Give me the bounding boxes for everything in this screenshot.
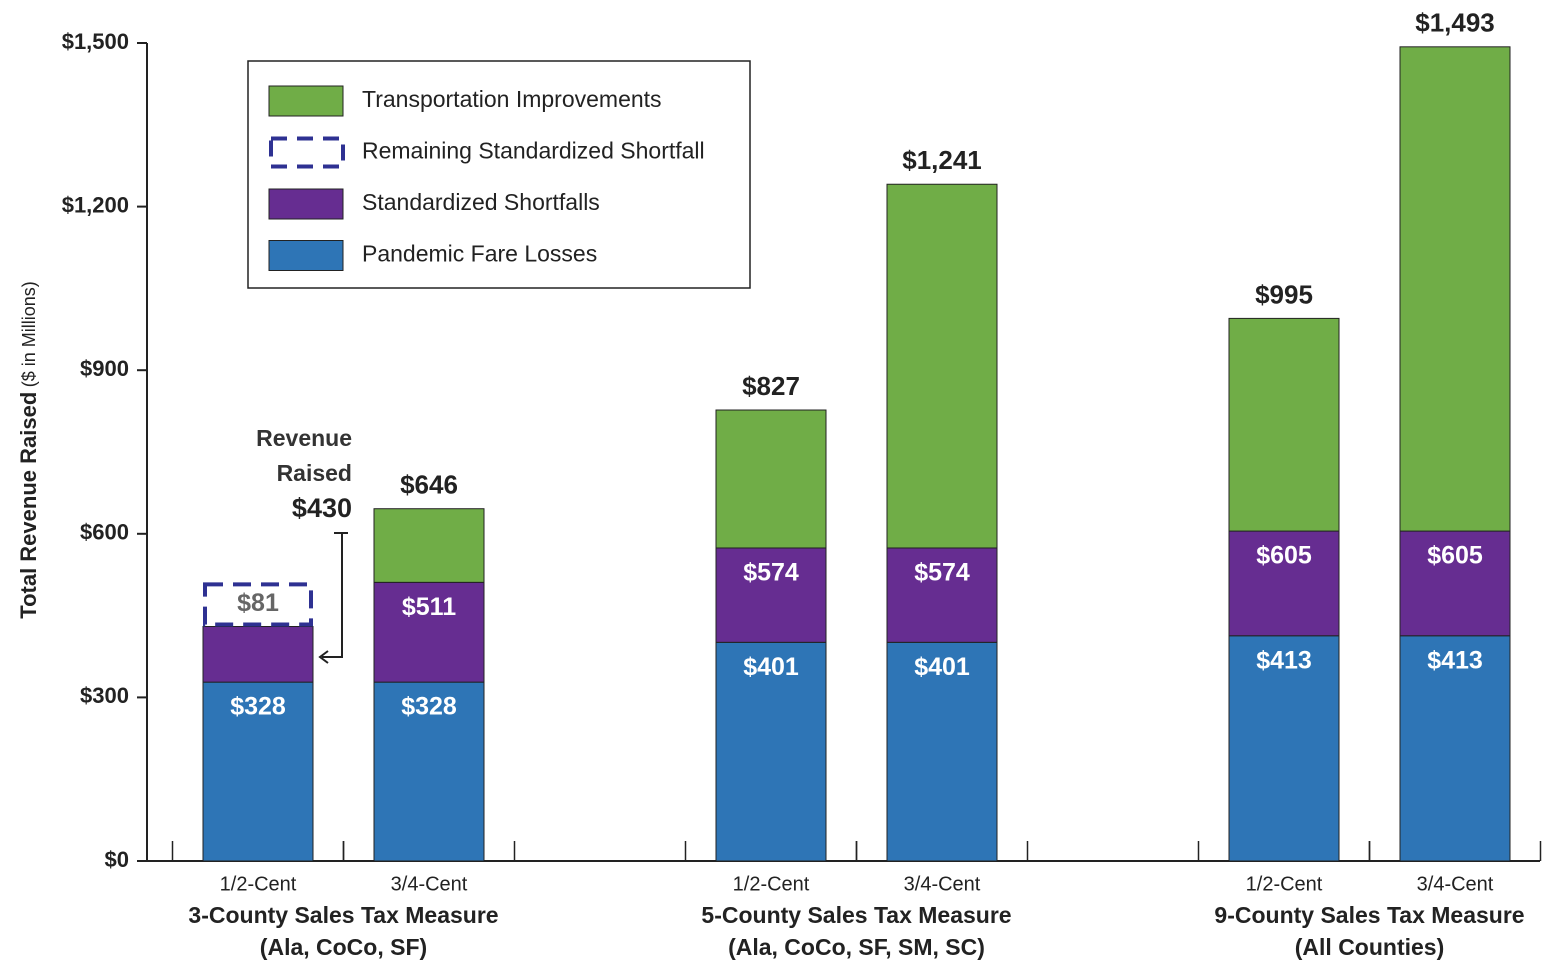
group-label: 5-County Sales Tax Measure: [701, 902, 1011, 928]
legend-label: Standardized Shortfalls: [362, 189, 600, 215]
value-label: $574: [743, 559, 799, 587]
bar-segment: [202, 626, 314, 683]
value-label: $574: [914, 559, 970, 587]
y-axis-label: Total Revenue Raised ($ in Millions): [16, 281, 41, 618]
total-label: $827: [742, 371, 800, 401]
x-tick-label: 3/4-Cent: [904, 873, 981, 895]
y-tick-label: $300: [80, 683, 129, 708]
value-label: $511: [402, 593, 456, 621]
value-label: $401: [743, 653, 799, 681]
y-axis-unit: ($ in Millions): [19, 281, 39, 387]
bar-segment: [886, 183, 998, 549]
bar-segment: [1399, 46, 1511, 532]
group-label: (Ala, CoCo, SF, SM, SC): [728, 934, 985, 960]
total-label: $1,493: [1415, 8, 1495, 38]
y-tick-label: $1,500: [62, 29, 129, 54]
value-label: $605: [1256, 542, 1312, 570]
y-tick-label: $600: [80, 520, 129, 545]
legend-label: Pandemic Fare Losses: [362, 241, 597, 267]
legend-swatch: [268, 85, 344, 117]
x-tick-label: 1/2-Cent: [733, 873, 810, 895]
bar-segment: [373, 681, 485, 862]
annotation: $430: [292, 493, 352, 523]
legend-swatch: [268, 188, 344, 220]
bar-segment: [886, 641, 998, 862]
x-tick-label: 1/2-Cent: [1246, 873, 1323, 895]
group-label: 3-County Sales Tax Measure: [188, 902, 498, 928]
bar-segment: [886, 547, 998, 643]
legend-label: Remaining Standardized Shortfall: [362, 138, 705, 164]
total-label: $995: [1255, 279, 1313, 309]
total-label: $1,241: [902, 145, 982, 175]
legend-swatch: [268, 240, 344, 271]
value-label: $328: [230, 693, 286, 721]
value-label: $328: [401, 693, 457, 721]
y-axis-title: Total Revenue Raised: [16, 392, 41, 619]
annotation: Raised: [277, 460, 352, 486]
bar-segment: [373, 581, 485, 683]
value-label: $413: [1427, 646, 1483, 674]
annotation: Revenue: [256, 425, 352, 451]
legend-label: Transportation Improvements: [362, 86, 662, 112]
total-label: $646: [400, 470, 458, 500]
value-label: $605: [1427, 542, 1483, 570]
value-label: $81: [237, 589, 279, 617]
legend-swatch: [269, 136, 345, 169]
y-tick-label: $0: [105, 847, 129, 872]
y-tick-label: $1,200: [62, 192, 129, 217]
bar-segment: [373, 508, 485, 583]
value-label: $413: [1256, 646, 1312, 674]
group-label: (All Counties): [1295, 934, 1445, 960]
bar-segment: [715, 641, 827, 862]
bar-segment: [202, 681, 314, 862]
x-tick-label: 1/2-Cent: [220, 873, 297, 895]
bar-segment: [1228, 635, 1340, 862]
group-label: (Ala, CoCo, SF): [260, 934, 427, 960]
x-tick-label: 3/4-Cent: [1417, 873, 1494, 895]
bar-segment: [1399, 635, 1511, 862]
group-label: 9-County Sales Tax Measure: [1214, 902, 1524, 928]
bar-segment: [1228, 530, 1340, 637]
bar-segment: [1228, 317, 1340, 532]
x-tick-label: 3/4-Cent: [391, 873, 468, 895]
bar-segment-dashed: [203, 582, 313, 627]
bar-segment: [715, 409, 827, 549]
legend: Transportation Improvements Remaining Sta…: [247, 60, 751, 289]
y-tick-label: $900: [80, 356, 129, 381]
value-label: $401: [914, 653, 970, 681]
bar-segment: [1399, 530, 1511, 637]
annotation-arrow: [318, 532, 348, 664]
